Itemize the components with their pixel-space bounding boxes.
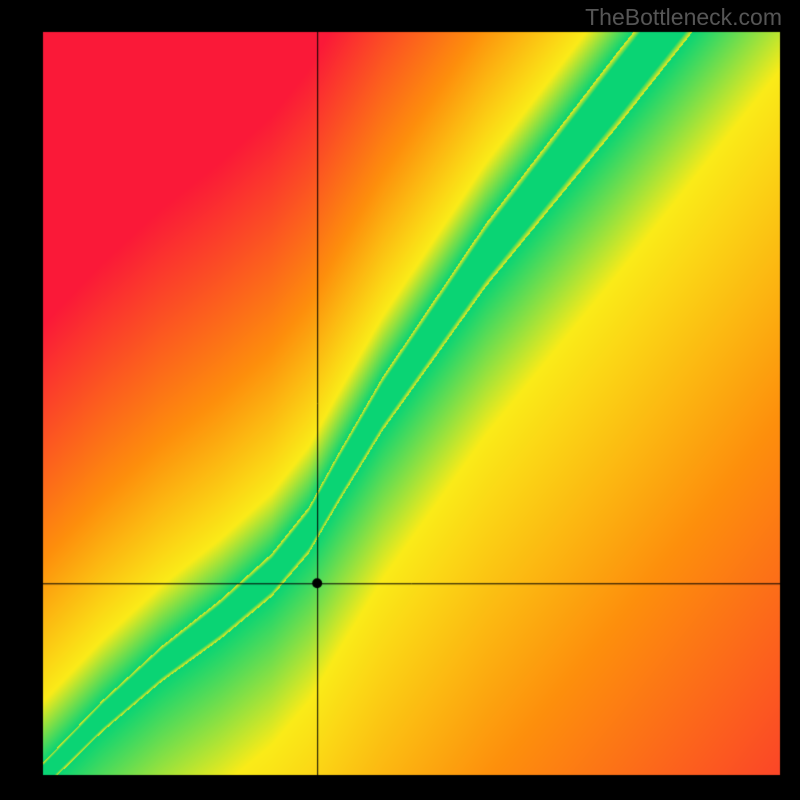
chart-container: TheBottleneck.com (0, 0, 800, 800)
watermark-text: TheBottleneck.com (585, 4, 782, 31)
bottleneck-heatmap (0, 0, 800, 800)
